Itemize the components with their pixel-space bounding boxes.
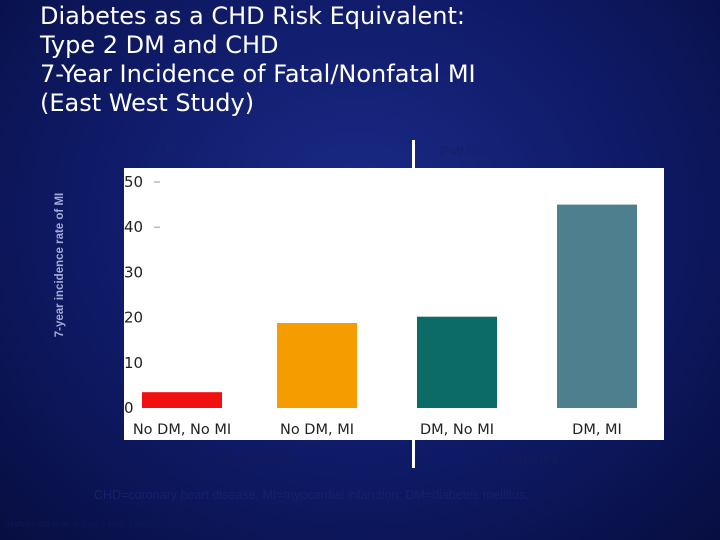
y-tick-label-20: 20 [124, 309, 143, 327]
y-tick-label-40: 40 [124, 218, 143, 236]
bar-1 [142, 392, 222, 408]
citation: Haffner SM et al. N Engl J Med. 1998;339… [7, 519, 200, 529]
slide-title: Diabetes as a CHD Risk Equivalent: Type … [40, 2, 600, 118]
x-tick-label-1: No DM, No MI [133, 422, 231, 438]
y-tick-label-30: 30 [124, 263, 143, 281]
group-label-no-diabetes: No Diabetes [215, 450, 297, 466]
x-tick-label-3: DM, No MI [420, 422, 494, 438]
y-tick-label-0: 0 [124, 399, 134, 417]
citation-journal: N Engl J Med. [72, 519, 127, 529]
citation-details: 1998;339:229-234. [126, 519, 201, 529]
group-divider [412, 140, 415, 468]
y-tick-label-10: 10 [124, 354, 143, 372]
bar-2 [277, 323, 357, 408]
p-value-no-diabetes: P<0.001 [165, 143, 214, 158]
y-tick-label-50: 50 [124, 173, 143, 191]
citation-authors: Haffner SM et al. [7, 519, 73, 529]
chart-plot-area: 0 10 20 30 40 50 No DM, No MI No DM, MI DM, No M… [124, 168, 664, 440]
group-label-diabetes: Diabetes [500, 450, 560, 466]
x-tick-label-2: No DM, MI [280, 422, 354, 438]
title-line-4: (East West Study) [40, 89, 255, 117]
title-line-3: 7-Year Incidence of Fatal/Nonfatal MI [40, 60, 476, 88]
y-axis-label: 7-year incidence rate of MI [54, 192, 66, 338]
bar-chart: 0 10 20 30 40 50 No DM, No MI No DM, MI DM, No M… [124, 173, 637, 438]
abbreviations-footnote: CHD=coronary heart disease; MI=myocardia… [94, 488, 529, 502]
p-value-diabetes: P<0.001 [440, 143, 489, 158]
title-line-1: Diabetes as a CHD Risk Equivalent: [40, 2, 465, 30]
x-tick-label-4: DM, MI [572, 422, 622, 438]
bar-4 [557, 204, 637, 408]
bar-3 [417, 316, 497, 408]
title-line-2: Type 2 DM and CHD [40, 31, 279, 59]
